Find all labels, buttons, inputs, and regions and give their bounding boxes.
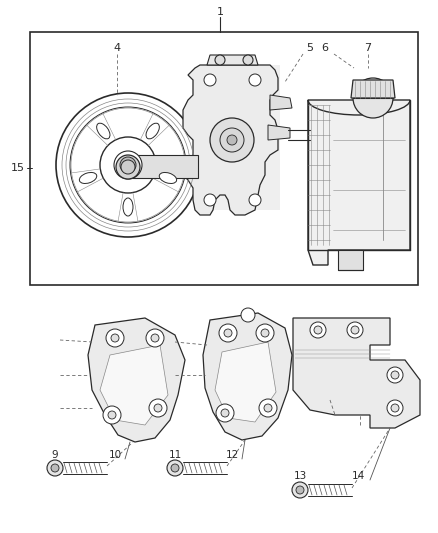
Ellipse shape <box>79 173 97 183</box>
Circle shape <box>296 486 304 494</box>
Circle shape <box>146 329 164 347</box>
Circle shape <box>100 137 156 193</box>
Circle shape <box>154 404 162 412</box>
Polygon shape <box>351 80 395 98</box>
Ellipse shape <box>159 173 177 183</box>
Circle shape <box>151 334 159 342</box>
Circle shape <box>114 151 142 179</box>
Text: 11: 11 <box>168 450 182 460</box>
Circle shape <box>227 135 237 145</box>
Circle shape <box>171 464 179 472</box>
Circle shape <box>259 399 277 417</box>
Circle shape <box>261 329 269 337</box>
Circle shape <box>224 329 232 337</box>
Polygon shape <box>338 250 363 270</box>
Circle shape <box>120 157 136 173</box>
Circle shape <box>314 326 322 334</box>
Text: 4: 4 <box>113 43 120 53</box>
Circle shape <box>387 367 403 383</box>
Polygon shape <box>268 125 290 140</box>
Circle shape <box>204 194 216 206</box>
Polygon shape <box>270 95 292 110</box>
Circle shape <box>70 107 186 223</box>
Circle shape <box>243 55 253 65</box>
Text: 10: 10 <box>109 450 122 460</box>
Polygon shape <box>128 155 198 178</box>
Text: 1: 1 <box>216 7 223 17</box>
Polygon shape <box>207 55 258 65</box>
Polygon shape <box>203 313 292 440</box>
Circle shape <box>310 322 326 338</box>
Circle shape <box>121 160 135 174</box>
Polygon shape <box>100 345 168 425</box>
Text: 5: 5 <box>307 43 314 53</box>
Circle shape <box>111 334 119 342</box>
Circle shape <box>103 406 121 424</box>
Circle shape <box>347 322 363 338</box>
Circle shape <box>56 93 200 237</box>
Text: 9: 9 <box>52 450 58 460</box>
Circle shape <box>221 409 229 417</box>
Circle shape <box>215 55 225 65</box>
Circle shape <box>391 404 399 412</box>
Circle shape <box>47 460 63 476</box>
Text: 6: 6 <box>321 43 328 53</box>
Circle shape <box>391 371 399 379</box>
Circle shape <box>241 308 255 322</box>
Circle shape <box>256 324 274 342</box>
Ellipse shape <box>97 123 110 139</box>
Polygon shape <box>183 65 278 215</box>
Polygon shape <box>293 318 420 428</box>
Polygon shape <box>308 100 410 265</box>
Circle shape <box>106 329 124 347</box>
Text: 12: 12 <box>226 450 239 460</box>
Ellipse shape <box>146 123 159 139</box>
Circle shape <box>249 74 261 86</box>
Polygon shape <box>88 318 185 442</box>
Circle shape <box>264 404 272 412</box>
Circle shape <box>167 460 183 476</box>
Polygon shape <box>215 342 276 422</box>
Circle shape <box>220 128 244 152</box>
Circle shape <box>351 326 359 334</box>
Circle shape <box>204 74 216 86</box>
Circle shape <box>249 194 261 206</box>
Circle shape <box>353 78 393 118</box>
Circle shape <box>116 155 140 179</box>
Bar <box>30 32 418 285</box>
Circle shape <box>210 118 254 162</box>
Circle shape <box>292 482 308 498</box>
Circle shape <box>219 324 237 342</box>
Circle shape <box>51 464 59 472</box>
Circle shape <box>216 404 234 422</box>
Text: 14: 14 <box>351 471 364 481</box>
Ellipse shape <box>123 198 133 216</box>
Text: 13: 13 <box>293 471 307 481</box>
Polygon shape <box>200 65 280 210</box>
Circle shape <box>108 411 116 419</box>
Circle shape <box>149 399 167 417</box>
Text: 7: 7 <box>364 43 371 53</box>
Circle shape <box>387 400 403 416</box>
Text: 15: 15 <box>11 163 25 173</box>
